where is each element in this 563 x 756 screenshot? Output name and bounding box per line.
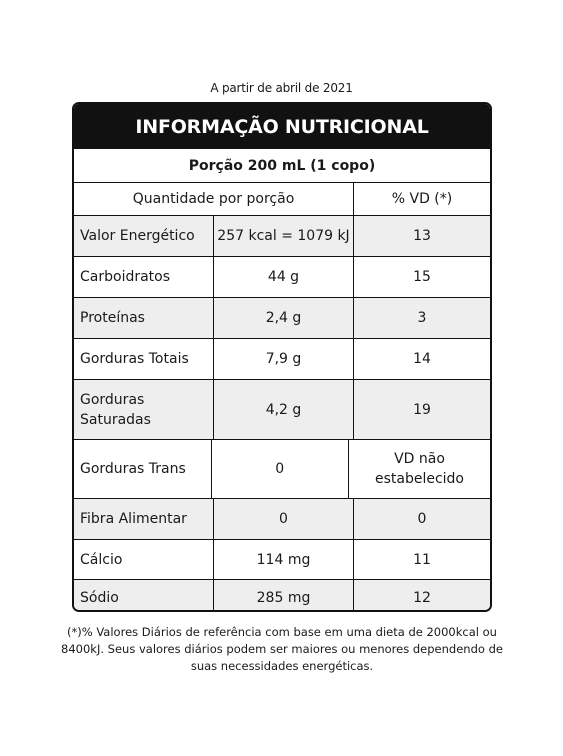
table-row: Gorduras Trans 0 VD não estabelecido: [74, 440, 490, 499]
table-row: Sódio 285 mg 12: [74, 580, 490, 610]
nutrient-vd: 3: [417, 310, 427, 326]
nutrient-vd: 19: [413, 401, 431, 418]
nutrient-name: Valor Energético: [74, 216, 214, 256]
nutrient-vd: 13: [413, 228, 431, 244]
table-title: INFORMAÇÃO NUTRICIONAL: [74, 104, 490, 149]
nutrient-vd: 11: [413, 551, 431, 568]
nutrient-quantity: 44 g: [214, 257, 354, 297]
nutrient-name: Gorduras Totais: [74, 339, 214, 379]
nutrient-vd: 14: [413, 351, 431, 367]
nutrient-name: Cálcio: [74, 540, 214, 579]
table-row: Cálcio 114 mg 11: [74, 540, 490, 580]
nutrient-quantity: 285 mg: [214, 580, 354, 610]
column-header-quantity: Quantidade por porção: [74, 183, 354, 215]
column-header-row: Quantidade por porção % VD (*): [74, 183, 490, 216]
nutrient-rows: Valor Energético 257 kcal = 1079 kJ 13 C…: [74, 216, 490, 610]
effective-date-note: A partir de abril de 2021: [210, 81, 353, 95]
nutrient-name: Fibra Alimentar: [74, 499, 214, 539]
nutrient-name: Gorduras Saturadas: [74, 380, 214, 439]
nutrient-name: Proteínas: [74, 298, 214, 338]
nutrient-vd: 0: [417, 511, 427, 527]
table-row: Carboidratos 44 g 15: [74, 257, 490, 298]
nutrient-quantity: 7,9 g: [214, 339, 354, 379]
table-row: Gorduras Totais 7,9 g 14: [74, 339, 490, 380]
nutrient-vd: 12: [413, 590, 431, 606]
nutrition-facts-table: INFORMAÇÃO NUTRICIONAL Porção 200 mL (1 …: [72, 102, 492, 612]
table-row: Proteínas 2,4 g 3: [74, 298, 490, 339]
column-header-vd: % VD (*): [391, 191, 453, 207]
table-row: Valor Energético 257 kcal = 1079 kJ 13: [74, 216, 490, 257]
nutrient-name: Sódio: [74, 580, 214, 610]
nutrient-quantity: 114 mg: [214, 540, 354, 579]
table-row: Fibra Alimentar 0 0: [74, 499, 490, 540]
nutrient-name: Carboidratos: [74, 257, 214, 297]
footnote: (*)% Valores Diários de referência com b…: [61, 625, 503, 673]
nutrient-quantity: 257 kcal = 1079 kJ: [214, 216, 354, 256]
table-row: Gorduras Saturadas 4,2 g 19: [74, 380, 490, 440]
nutrient-quantity: 0: [214, 499, 354, 539]
nutrient-name: Gorduras Trans: [74, 440, 212, 498]
nutrient-quantity: 2,4 g: [214, 298, 354, 338]
portion-size: Porção 200 mL (1 copo): [74, 149, 490, 183]
nutrient-vd: 15: [413, 269, 431, 285]
nutrient-quantity: 0: [212, 440, 349, 498]
nutrient-quantity: 4,2 g: [214, 380, 354, 439]
nutrient-vd: VD não estabelecido: [374, 451, 465, 487]
